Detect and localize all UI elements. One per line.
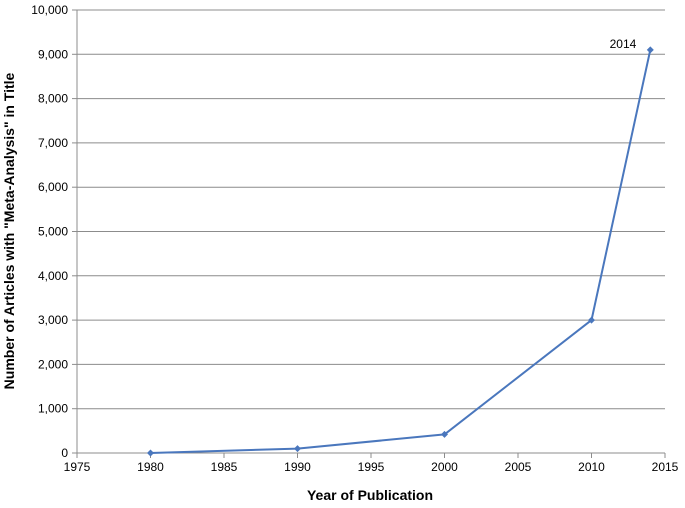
series-layer (147, 46, 654, 457)
y-tick-label: 4,000 (38, 269, 68, 283)
x-axis-title: Year of Publication (307, 487, 433, 503)
y-tick-label: 1,000 (38, 402, 68, 416)
x-tick-label: 2005 (505, 460, 532, 474)
annotations: 2014 (610, 37, 637, 51)
y-tick-label: 6,000 (38, 180, 68, 194)
x-tick-label: 1980 (137, 460, 164, 474)
data-point (588, 316, 595, 324)
y-tick-label: 0 (61, 446, 68, 460)
x-tick-label: 1975 (64, 460, 91, 474)
annotation-label: 2014 (610, 37, 637, 51)
axes (72, 9, 666, 458)
y-tick-label: 8,000 (38, 92, 68, 106)
gridlines (77, 9, 665, 410)
x-tick-labels: 1975 1980 1985 1990 1995 2000 2005 2010 2015 (64, 460, 679, 474)
data-point (646, 46, 654, 54)
x-tick-label: 2000 (431, 460, 458, 474)
data-point (294, 445, 301, 453)
y-tick-label: 9,000 (38, 47, 68, 61)
data-point (147, 449, 154, 457)
y-tick-label: 5,000 (38, 225, 68, 239)
y-tick-labels: 0 1,000 2,000 3,000 4,000 5,000 6,000 7,000 8,00… (31, 3, 68, 460)
y-tick-label: 10,000 (31, 3, 68, 17)
x-tick-label: 1995 (358, 460, 385, 474)
y-axis-title: Number of Articles with "Meta-Analysis" … (1, 72, 17, 389)
data-point (441, 430, 448, 438)
x-tick-label: 1985 (211, 460, 238, 474)
x-tick-label: 1990 (284, 460, 311, 474)
y-tick-label: 3,000 (38, 313, 68, 327)
series-line (150, 49, 652, 454)
y-tick-label: 7,000 (38, 136, 68, 150)
x-tick-label: 2015 (652, 460, 679, 474)
y-tick-label: 2,000 (38, 357, 68, 371)
x-tick-label: 2010 (578, 460, 605, 474)
